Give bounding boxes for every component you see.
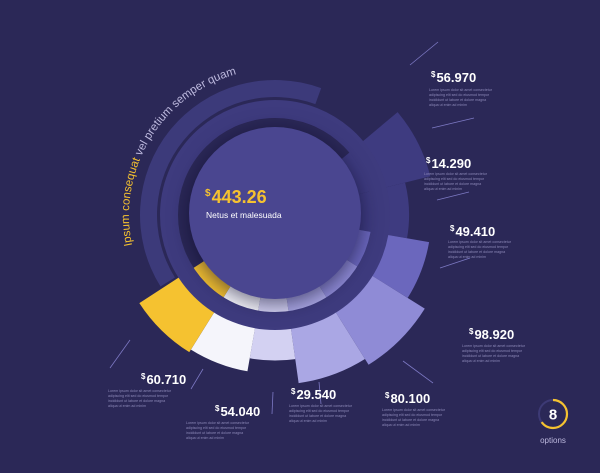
center-amount: 443.26 [211, 187, 267, 207]
leader-line-9 [109, 339, 131, 369]
leader-line-7 [271, 391, 274, 415]
outer-decorative-arc [140, 80, 322, 287]
value-label-4: $98.920 [469, 327, 514, 342]
options-badge: 8 [537, 398, 569, 430]
description-8: Lorem ipsum dolor sit amet consectetur a… [108, 389, 171, 408]
leader-line-6 [318, 381, 322, 405]
leader-line-8 [190, 368, 204, 390]
value-amount: 98.920 [474, 327, 515, 342]
options-label: options [540, 436, 566, 445]
center-circle [189, 127, 361, 299]
value-currency: $ [450, 224, 455, 233]
inner-ring [160, 100, 390, 330]
value-currency: $ [385, 391, 390, 400]
value-currency: $ [215, 404, 220, 413]
leader-line-1 [409, 41, 439, 66]
description-4: Lorem ipsum dolor sit amet consectetur a… [462, 344, 525, 363]
value-amount: 60.710 [146, 372, 187, 387]
description-1: Lorem ipsum dolor sit amet consectetur a… [429, 88, 492, 107]
description-2: Lorem ipsum dolor sit amet consectetur a… [424, 172, 487, 191]
bar-4 [306, 246, 425, 365]
value-label-6: $29.540 [291, 387, 336, 402]
center-currency: $ [205, 188, 211, 199]
value-amount: 29.540 [296, 387, 337, 402]
value-amount: 80.100 [390, 391, 431, 406]
outer-arc [140, 80, 322, 287]
value-label-3: $49.410 [450, 224, 495, 239]
value-label-7: $54.040 [215, 404, 260, 419]
value-label-1: $56.970 [431, 70, 476, 85]
value-currency: $ [291, 387, 296, 396]
value-currency: $ [141, 372, 146, 381]
badge-number: 8 [549, 407, 557, 424]
description-3: Lorem ipsum dolor sit amet consectetur a… [448, 240, 511, 259]
center-subtitle: Netus et malesuada [206, 210, 282, 220]
title-highlight: Ipsum consequat [120, 155, 143, 247]
value-currency: $ [469, 327, 474, 336]
leader-line-2 [431, 117, 475, 129]
value-amount: 56.970 [436, 70, 477, 85]
description-5: Lorem ipsum dolor sit amet consectetur a… [382, 408, 445, 427]
badge-progress-arc [537, 398, 569, 430]
value-amount: 54.040 [220, 404, 261, 419]
value-label-5: $80.100 [385, 391, 430, 406]
leader-lines [109, 41, 475, 415]
leader-line-4 [439, 257, 471, 269]
value-currency: $ [431, 70, 436, 79]
leader-line-5 [402, 360, 434, 384]
value-label-8: $60.710 [141, 372, 186, 387]
center-value: $443.26 [205, 187, 267, 208]
value-currency: $ [426, 156, 431, 165]
description-7: Lorem ipsum dolor sit amet consectetur a… [186, 421, 249, 440]
value-label-2: $14.290 [426, 156, 471, 171]
value-amount: 49.410 [455, 224, 496, 239]
description-6: Lorem ipsum dolor sit amet consectetur a… [289, 404, 352, 423]
value-amount: 14.290 [431, 156, 472, 171]
leader-line-3 [436, 191, 470, 201]
bar-5 [283, 265, 365, 384]
